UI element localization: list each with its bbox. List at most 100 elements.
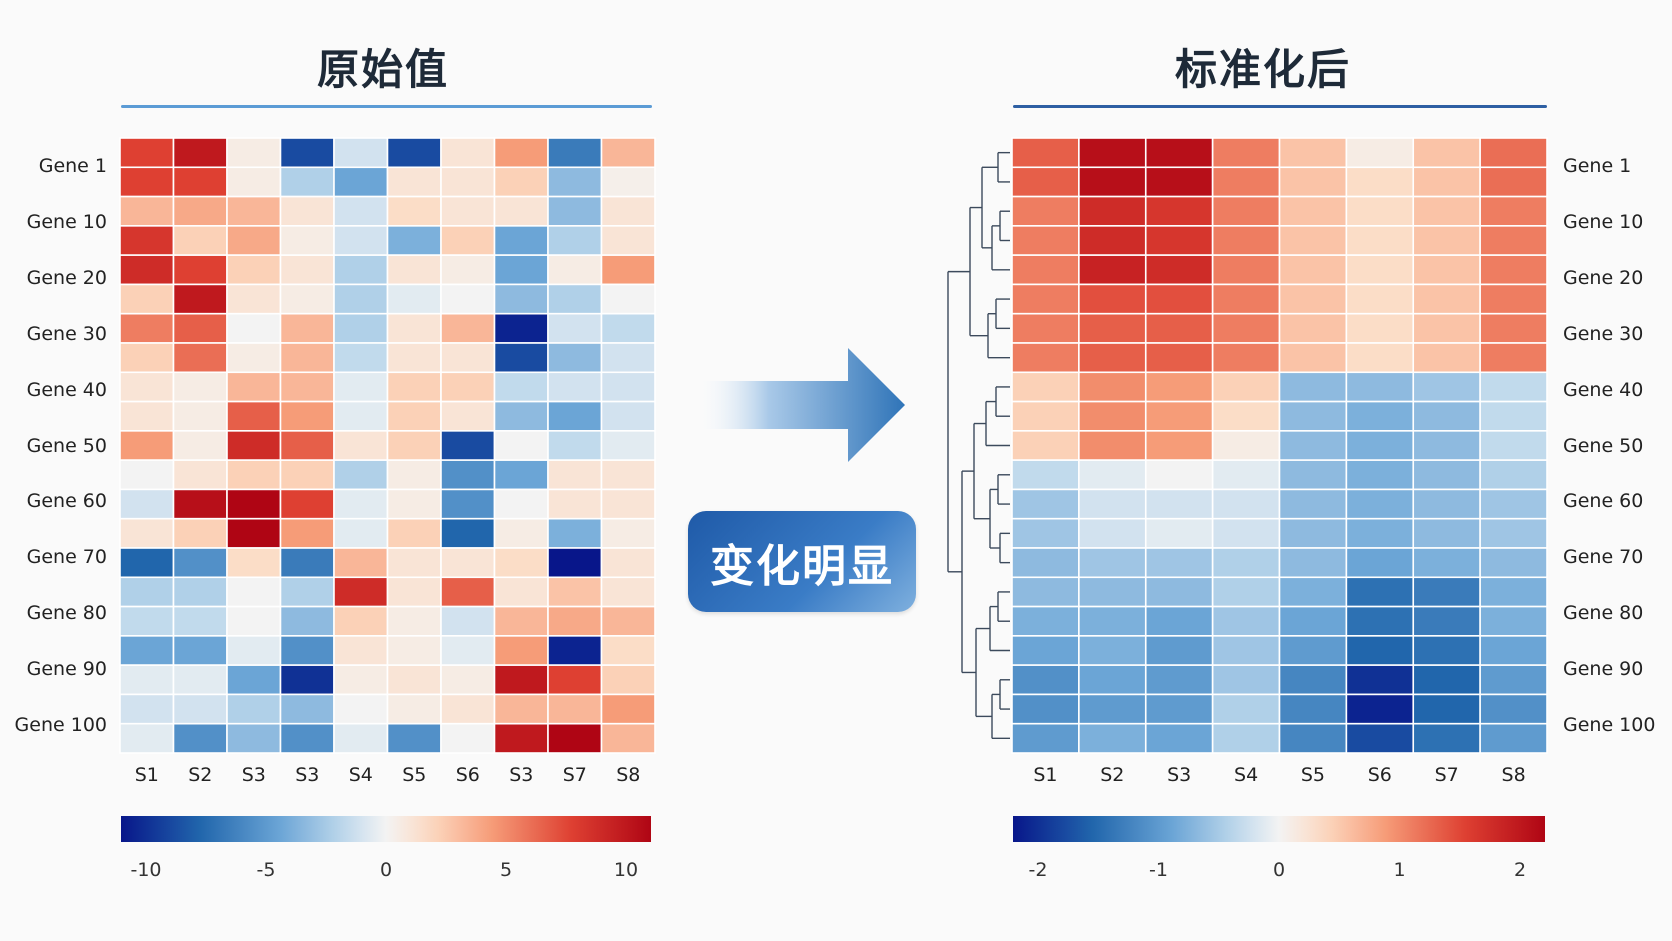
heatmap-cell-r7-c4 [279, 312, 335, 344]
heatmap-cell-r15-c2 [172, 547, 228, 579]
heatmap-cell-r20-c8 [1479, 693, 1548, 725]
heatmap-cell-r6-c6 [1345, 283, 1415, 315]
heatmap-cell-r3-c8 [493, 195, 549, 227]
heatmap-cell-r12-c7 [1412, 459, 1481, 491]
heatmap-cell-r21-c9 [547, 722, 603, 754]
heatmap-cell-r7-c3 [226, 312, 282, 344]
change-badge-label: 变化明显 [710, 540, 894, 592]
colorbar-tick-label: -1 [1149, 859, 1168, 881]
heatmap-cell-r20-c2 [172, 693, 228, 725]
heatmap-cell-r10-c7 [1412, 400, 1481, 432]
heatmap-cell-r5-c7 [440, 254, 496, 286]
heatmap-cell-r1-c2 [172, 137, 228, 169]
heatmap-cell-r9-c3 [1144, 371, 1214, 403]
column-label: S3 [1167, 764, 1192, 786]
heatmap-cell-r1-c4 [279, 137, 335, 169]
heatmap-cell-r19-c1 [1011, 664, 1080, 696]
heatmap-cell-r6-c7 [440, 283, 496, 315]
heatmap-cell-r21-c7 [440, 722, 496, 754]
column-label: S1 [1033, 764, 1058, 786]
heatmap-cell-r14-c8 [1479, 517, 1548, 549]
heatmap-cell-r21-c4 [1211, 722, 1281, 754]
heatmap-cell-r16-c2 [1078, 576, 1147, 608]
left-panel-title: 原始值 [316, 45, 449, 94]
heatmap-cell-r3-c9 [547, 195, 603, 227]
heatmap-cell-r18-c7 [1412, 635, 1481, 666]
transform-arrow-icon [695, 348, 905, 462]
column-label: S7 [1434, 764, 1459, 786]
heatmap-cell-r17-c3 [1144, 605, 1214, 637]
heatmap-cell-r20-c10 [600, 693, 656, 725]
heatmap-cell-r16-c7 [1412, 576, 1481, 608]
heatmap-cell-r13-c4 [279, 488, 335, 520]
heatmap-cell-r13-c5 [1278, 488, 1348, 520]
column-label: S3 [509, 764, 534, 786]
heatmap-cell-r8-c7 [440, 342, 496, 374]
heatmap-cell-r21-c6 [1345, 722, 1415, 754]
row-label: Gene 50 [26, 434, 107, 457]
heatmap-cell-r15-c6 [386, 547, 442, 579]
heatmap-cell-r20-c6 [386, 693, 442, 725]
heatmap-cell-r11-c6 [1345, 430, 1415, 461]
heatmap-cell-r20-c8 [493, 693, 549, 725]
colorbar-tick-label: 1 [1393, 859, 1406, 881]
heatmap-cell-r15-c4 [1211, 547, 1281, 579]
heatmap-cell-r10-c2 [1078, 400, 1147, 432]
heatmap-cell-r4-c4 [279, 225, 335, 256]
heatmap-cell-r8-c6 [1345, 342, 1415, 374]
heatmap-cell-r4-c3 [1144, 225, 1214, 256]
heatmap-cell-r12-c4 [279, 459, 335, 491]
row-label: Gene 20 [26, 266, 107, 289]
heatmap-cell-r3-c3 [226, 195, 282, 227]
heatmap-cell-r14-c1 [119, 517, 175, 549]
heatmap-cell-r14-c3 [226, 517, 282, 549]
heatmap-cell-r8-c10 [600, 342, 656, 374]
row-label: Gene 90 [26, 658, 107, 681]
heatmap-cell-r5-c7 [1412, 254, 1481, 286]
right-heatmap [1011, 137, 1548, 754]
heatmap-cell-r18-c2 [172, 635, 228, 666]
heatmap-cell-r16-c9 [547, 576, 603, 608]
heatmap-cell-r4-c2 [1078, 225, 1147, 256]
heatmap-cell-r5-c4 [1211, 254, 1281, 286]
heatmap-cell-r5-c1 [119, 254, 175, 286]
heatmap-cell-r5-c8 [1479, 254, 1548, 286]
heatmap-cell-r2-c4 [1211, 166, 1281, 198]
left-title-underline [121, 105, 652, 108]
row-label: Gene 30 [1563, 322, 1644, 345]
heatmap-cell-r20-c1 [119, 693, 175, 725]
heatmap-cell-r7-c6 [1345, 312, 1415, 344]
heatmap-cell-r11-c10 [600, 430, 656, 461]
heatmap-cell-r13-c2 [1078, 488, 1147, 520]
heatmap-cell-r21-c2 [1078, 722, 1147, 754]
row-label: Gene 80 [26, 602, 107, 625]
heatmap-cell-r5-c6 [1345, 254, 1415, 286]
heatmap-cell-r1-c1 [1011, 137, 1080, 169]
heatmap-cell-r21-c2 [172, 722, 228, 754]
heatmap-cell-r13-c8 [493, 488, 549, 520]
heatmap-cell-r1-c8 [1479, 137, 1548, 169]
heatmap-cell-r18-c2 [1078, 635, 1147, 666]
heatmap-cell-r10-c8 [1479, 400, 1548, 432]
heatmap-cell-r19-c3 [1144, 664, 1214, 696]
heatmap-cell-r18-c1 [1011, 635, 1080, 666]
heatmap-cell-r18-c4 [279, 635, 335, 666]
heatmap-cell-r8-c5 [333, 342, 389, 374]
heatmap-cell-r13-c4 [1211, 488, 1281, 520]
heatmap-cell-r19-c4 [279, 664, 335, 696]
heatmap-cell-r3-c6 [1345, 195, 1415, 227]
heatmap-cell-r17-c3 [226, 605, 282, 637]
heatmap-cell-r2-c2 [172, 166, 228, 198]
heatmap-cell-r8-c3 [226, 342, 282, 374]
heatmap-cell-r9-c8 [493, 371, 549, 403]
heatmap-cell-r2-c1 [1011, 166, 1080, 198]
heatmap-cell-r7-c8 [1479, 312, 1548, 344]
heatmap-cell-r6-c10 [600, 283, 656, 315]
heatmap-cell-r9-c7 [440, 371, 496, 403]
row-label: Gene 70 [1563, 546, 1644, 569]
heatmap-cell-r13-c1 [1011, 488, 1080, 520]
heatmap-cell-r4-c1 [119, 225, 175, 256]
heatmap-cell-r3-c1 [1011, 195, 1080, 227]
row-label: Gene 70 [26, 546, 107, 569]
column-label: S6 [455, 764, 480, 786]
